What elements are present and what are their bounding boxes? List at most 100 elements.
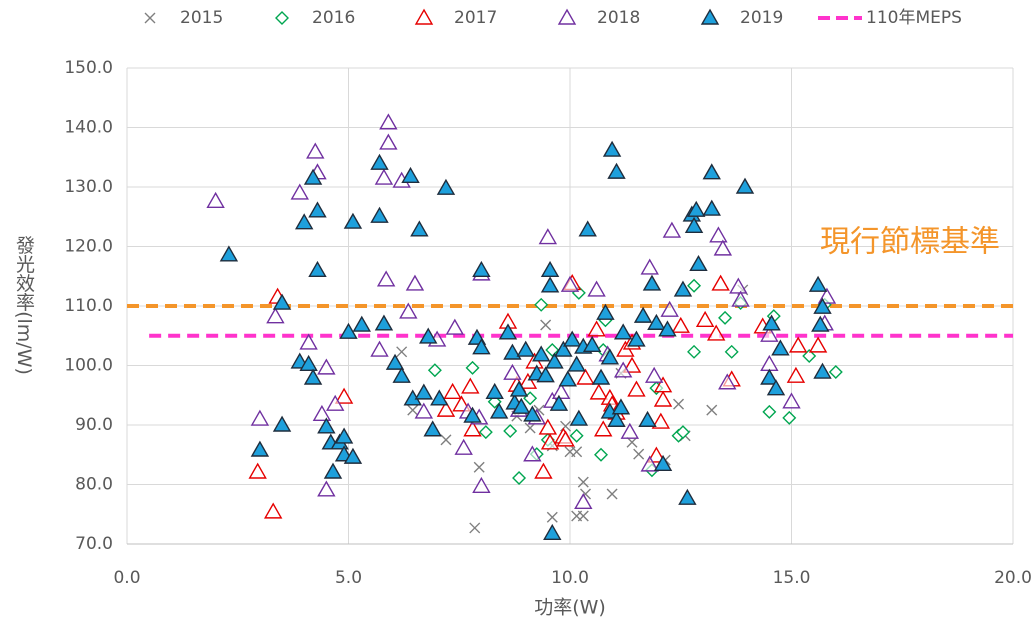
point: [250, 440, 270, 457]
legend-marker: [144, 12, 156, 24]
point: [538, 228, 558, 245]
point: [379, 113, 398, 130]
legend-label: 2015: [180, 8, 223, 28]
point: [370, 153, 389, 170]
y-tick-label: 120.0: [64, 237, 113, 257]
x-tick-label: 10.0: [551, 568, 589, 588]
point: [587, 280, 606, 297]
point: [410, 220, 429, 237]
point: [640, 455, 659, 472]
point: [689, 254, 708, 272]
point: [582, 335, 602, 352]
point: [536, 366, 555, 383]
point: [427, 363, 442, 378]
point: [414, 402, 434, 419]
y-axis-label: 發光效率(lm/W): [13, 235, 35, 375]
point: [512, 470, 527, 485]
point: [299, 333, 318, 350]
legend-marker: [700, 8, 720, 25]
point: [660, 300, 679, 317]
point: [343, 212, 363, 229]
point: [569, 428, 584, 443]
point: [423, 420, 442, 437]
point: [392, 366, 411, 383]
point: [687, 200, 706, 217]
point: [813, 362, 832, 379]
point: [600, 348, 620, 365]
point: [706, 404, 718, 416]
point: [607, 162, 626, 179]
point: [516, 340, 535, 357]
point: [811, 315, 830, 332]
point: [472, 338, 491, 355]
point: [574, 492, 593, 510]
y-tick-label: 80.0: [75, 475, 113, 495]
point: [578, 220, 597, 237]
point: [540, 433, 560, 450]
point: [472, 476, 491, 493]
point: [545, 343, 560, 358]
point: [695, 310, 715, 327]
point: [303, 168, 323, 185]
point: [724, 344, 739, 359]
point: [718, 310, 733, 325]
point: [385, 353, 405, 370]
point: [640, 258, 659, 275]
point: [653, 390, 673, 407]
point: [263, 502, 283, 519]
point: [713, 239, 733, 256]
point: [687, 278, 702, 293]
point: [718, 373, 737, 390]
point: [503, 423, 518, 438]
point: [644, 366, 664, 383]
point: [675, 425, 690, 440]
point: [376, 270, 396, 287]
point: [576, 368, 595, 385]
y-tick-label: 100.0: [64, 356, 113, 376]
point: [702, 163, 721, 180]
point: [524, 422, 536, 434]
point: [563, 330, 582, 347]
point: [633, 448, 645, 460]
point: [613, 361, 633, 378]
point: [678, 488, 697, 505]
point: [613, 323, 633, 340]
point: [343, 447, 363, 464]
point: [731, 290, 750, 307]
annotation: 現行節標基準: [820, 225, 1000, 260]
point: [591, 368, 611, 385]
point: [808, 336, 828, 353]
point: [374, 314, 394, 331]
legend-label: 2017: [454, 8, 497, 28]
point: [339, 322, 358, 339]
point: [596, 303, 615, 320]
point: [647, 446, 666, 463]
point: [272, 415, 292, 432]
point: [589, 383, 609, 400]
point: [594, 420, 613, 437]
point: [272, 293, 292, 310]
point: [558, 370, 577, 387]
y-tick-label: 90.0: [75, 415, 113, 435]
point: [534, 462, 553, 479]
point: [478, 425, 493, 440]
point: [290, 183, 309, 200]
point: [569, 409, 589, 426]
point: [786, 366, 806, 383]
point: [788, 336, 808, 353]
legend-label: 2016: [312, 8, 355, 28]
point: [577, 510, 589, 522]
point: [546, 511, 558, 523]
point: [523, 405, 542, 422]
point: [577, 476, 589, 488]
point: [503, 363, 522, 380]
point: [627, 380, 646, 397]
legend-marker: [557, 8, 577, 25]
point: [401, 166, 420, 183]
point: [658, 320, 677, 337]
point: [531, 345, 551, 362]
point: [687, 344, 702, 359]
point: [523, 445, 542, 462]
point: [556, 430, 575, 447]
